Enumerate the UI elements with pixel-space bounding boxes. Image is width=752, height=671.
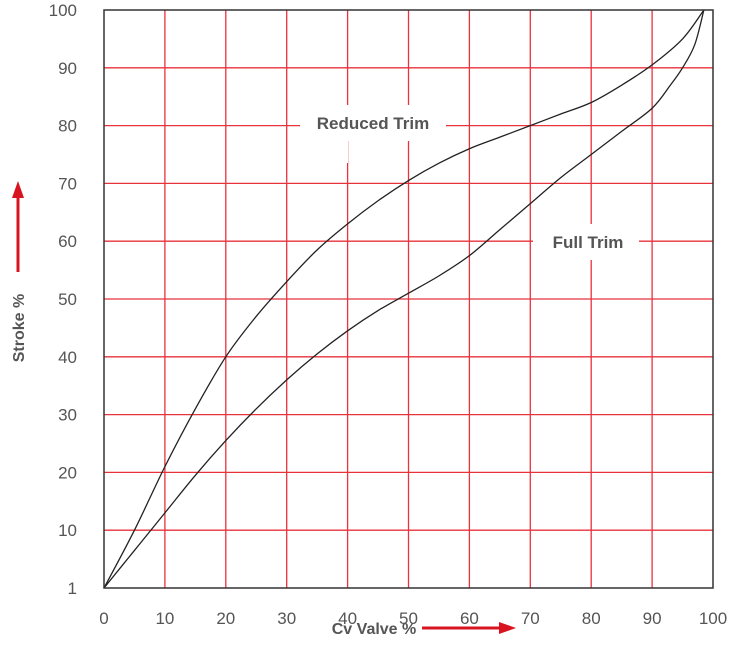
y-tick-labels: 1 10 20 30 40 50 60 70 80 90 100 bbox=[49, 1, 77, 598]
plot-border bbox=[103, 9, 714, 589]
y-tick-label: 10 bbox=[58, 521, 77, 540]
y-tick-label: 40 bbox=[58, 348, 77, 367]
series-lines bbox=[103, 9, 705, 589]
x-axis-arrow-head bbox=[499, 622, 516, 634]
x-tick-label: 20 bbox=[216, 609, 235, 628]
x-tick-label: 0 bbox=[99, 609, 108, 628]
y-tick-label: 50 bbox=[58, 290, 77, 309]
x-tick-label: 90 bbox=[643, 609, 662, 628]
annotation-full-trim-label: Full Trim bbox=[553, 233, 624, 252]
x-tick-label: 30 bbox=[277, 609, 296, 628]
series-line-reduced-trim bbox=[103, 9, 705, 589]
series-line-full-trim bbox=[103, 9, 705, 589]
y-tick-label: 1 bbox=[68, 579, 77, 598]
x-axis-title: Cv Valve % bbox=[332, 621, 417, 638]
x-tick-label: 100 bbox=[699, 609, 727, 628]
y-tick-label: 30 bbox=[58, 406, 77, 425]
x-tick-label: 50 bbox=[399, 609, 418, 628]
annotation-reduced-trim: Reduced Trim bbox=[300, 105, 446, 163]
x-axis-title-group: Cv Valve % bbox=[332, 621, 516, 638]
y-axis-title: Stroke % bbox=[11, 294, 28, 362]
y-axis-title-group: Stroke % bbox=[11, 181, 28, 362]
y-axis-arrow-head bbox=[12, 181, 24, 198]
y-tick-label: 60 bbox=[58, 232, 77, 251]
x-tick-label: 10 bbox=[155, 609, 174, 628]
x-tick-label: 80 bbox=[582, 609, 601, 628]
x-tick-label: 40 bbox=[338, 609, 357, 628]
x-tick-labels: 0 10 20 30 40 50 60 70 80 90 100 bbox=[99, 609, 727, 628]
x-tick-label: 70 bbox=[521, 609, 540, 628]
annotation-full-trim: Full Trim bbox=[533, 224, 639, 260]
y-tick-label: 100 bbox=[49, 1, 77, 20]
x-tick-label: 60 bbox=[460, 609, 479, 628]
y-tick-label: 80 bbox=[58, 117, 77, 136]
y-tick-label: 20 bbox=[58, 463, 77, 482]
y-tick-label: 70 bbox=[58, 174, 77, 193]
y-tick-label: 90 bbox=[58, 59, 77, 78]
annotation-reduced-trim-label: Reduced Trim bbox=[317, 114, 429, 133]
